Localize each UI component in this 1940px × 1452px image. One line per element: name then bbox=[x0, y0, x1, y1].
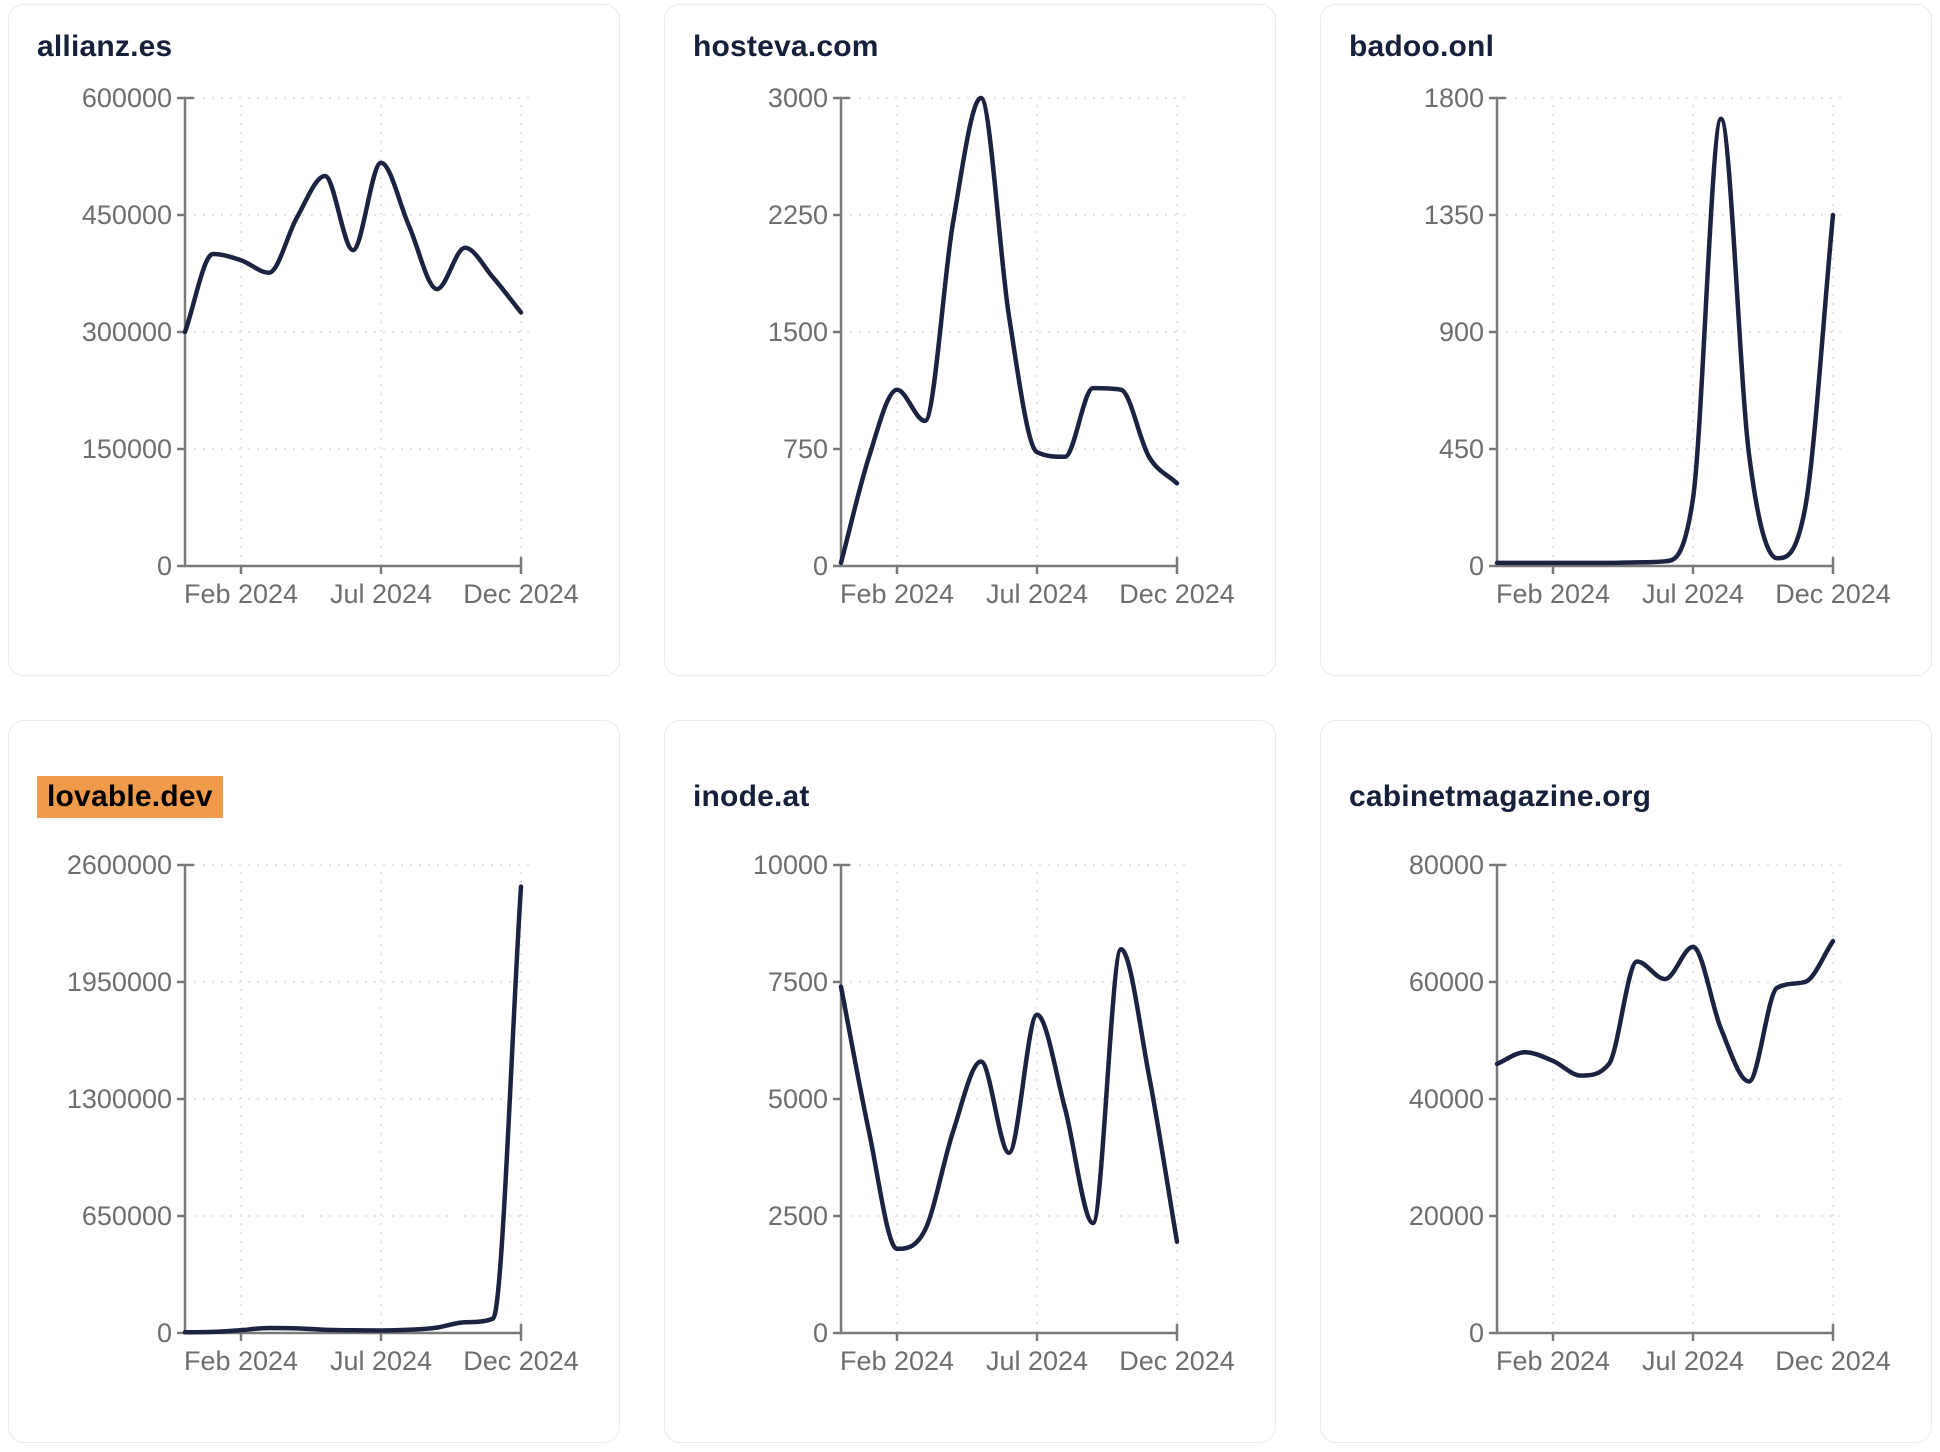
line-chart: 0 450 900 1350 1800 Feb 2024 Jul 2024 Dec 2024 bbox=[1424, 83, 1891, 609]
series-line bbox=[838, 95, 1180, 566]
chart-title-row: inode.at bbox=[693, 779, 1275, 819]
x-axis-tick-label: Jul 2024 bbox=[986, 579, 1088, 609]
line-chart: 0 20000 40000 60000 80000 Feb 2024 Jul 2024 Dec… bbox=[1409, 850, 1891, 1376]
x-axis-tick-label: Dec 2024 bbox=[1775, 579, 1891, 609]
x-axis-tick-label: Feb 2024 bbox=[840, 1346, 954, 1376]
x-axis-tick-label: Dec 2024 bbox=[463, 1346, 579, 1376]
y-axis-tick-label: 150000 bbox=[82, 434, 172, 464]
y-axis-tick-label: 1800 bbox=[1424, 83, 1484, 113]
y-axis-tick-label: 5000 bbox=[768, 1084, 828, 1114]
y-axis-tick-label: 40000 bbox=[1409, 1084, 1484, 1114]
y-axis-tick-label: 2600000 bbox=[67, 850, 172, 880]
y-axis-tick-label: 600000 bbox=[82, 83, 172, 113]
y-axis-tick-label: 650000 bbox=[82, 1201, 172, 1231]
x-axis-tick-label: Dec 2024 bbox=[463, 579, 579, 609]
chart-title: hosteva.com bbox=[693, 30, 879, 63]
y-axis-tick-label: 7500 bbox=[768, 967, 828, 997]
line-chart: 0 2500 5000 7500 10000 Feb 2024 Jul 2024 Dec 20… bbox=[753, 850, 1235, 1376]
y-axis-tick-label: 2250 bbox=[768, 200, 828, 230]
chart-title-row: hosteva.com bbox=[693, 29, 1275, 69]
y-axis-tick-label: 1300000 bbox=[67, 1084, 172, 1114]
chart-card-badoo: badoo.onl 0 450 900 1350 1800 Feb 2024 Jul 202… bbox=[1320, 4, 1932, 676]
y-axis-tick-label: 450 bbox=[1439, 434, 1484, 464]
x-axis-tick-label: Feb 2024 bbox=[1496, 579, 1610, 609]
y-axis-tick-label: 0 bbox=[1469, 551, 1484, 581]
axis-domain bbox=[839, 863, 1179, 1335]
chart-title-row: badoo.onl bbox=[1349, 29, 1931, 69]
x-axis-tick-label: Dec 2024 bbox=[1775, 1346, 1891, 1376]
series-line bbox=[838, 946, 1180, 1252]
x-axis-tick-label: Jul 2024 bbox=[1642, 579, 1744, 609]
y-axis-tick-label: 1950000 bbox=[67, 967, 172, 997]
line-chart: 0 150000 300000 450000 600000 Feb 2024 Jul 202… bbox=[82, 83, 579, 609]
y-axis-tick-label: 450000 bbox=[82, 200, 172, 230]
x-axis-tick-label: Feb 2024 bbox=[184, 1346, 298, 1376]
y-axis-tick-label: 900 bbox=[1439, 317, 1484, 347]
series-line bbox=[1494, 938, 1836, 1084]
y-axis-tick-label: 3000 bbox=[768, 83, 828, 113]
chart-title-row: lovable.dev bbox=[37, 776, 619, 819]
chart-card-lovable: lovable.dev 0 650000 1300000 1950000 2600000… bbox=[8, 720, 620, 1443]
x-axis-tick-label: Jul 2024 bbox=[330, 579, 432, 609]
chart-card-hosteva: hosteva.com 0 750 1500 2250 3000 Feb 2024 Jul … bbox=[664, 4, 1276, 676]
x-axis-tick-label: Feb 2024 bbox=[184, 579, 298, 609]
y-axis-tick-label: 20000 bbox=[1409, 1201, 1484, 1231]
x-axis-tick-label: Jul 2024 bbox=[986, 1346, 1088, 1376]
chart-title: allianz.es bbox=[37, 30, 173, 63]
y-axis-tick-label: 1500 bbox=[768, 317, 828, 347]
y-axis-tick-label: 0 bbox=[1469, 1318, 1484, 1348]
y-axis-tick-label: 0 bbox=[157, 551, 172, 581]
y-axis-tick-label: 2500 bbox=[768, 1201, 828, 1231]
y-axis-tick-label: 1350 bbox=[1424, 200, 1484, 230]
chart-title-highlighted: lovable.dev bbox=[37, 776, 223, 818]
axis-domain bbox=[1495, 863, 1835, 1335]
chart-card-inode: inode.at 0 2500 5000 7500 10000 Feb 2024 Jul 2… bbox=[664, 720, 1276, 1443]
y-axis-tick-label: 0 bbox=[157, 1318, 172, 1348]
chart-card-cabinetmagazine: cabinetmagazine.org 0 20000 40000 60000 8000… bbox=[1320, 720, 1932, 1443]
axis-domain bbox=[183, 96, 523, 568]
axis-domain bbox=[839, 96, 1179, 568]
chart-card-allianz: allianz.es 0 150000 300000 450000 600000 Feb … bbox=[8, 4, 620, 676]
y-axis-tick-label: 300000 bbox=[82, 317, 172, 347]
axis-domain bbox=[183, 863, 523, 1335]
x-axis-tick-label: Dec 2024 bbox=[1119, 1346, 1235, 1376]
chart-title: cabinetmagazine.org bbox=[1349, 780, 1652, 813]
line-chart: 0 650000 1300000 1950000 2600000 Feb 2024 Jul … bbox=[67, 850, 579, 1376]
chart-title: inode.at bbox=[693, 780, 810, 813]
chart-title-row: cabinetmagazine.org bbox=[1349, 779, 1931, 819]
x-axis-tick-label: Feb 2024 bbox=[1496, 1346, 1610, 1376]
y-axis-tick-label: 80000 bbox=[1409, 850, 1484, 880]
y-axis-tick-label: 0 bbox=[813, 551, 828, 581]
series-line bbox=[182, 160, 524, 335]
chart-title-row: allianz.es bbox=[37, 29, 619, 69]
y-axis-tick-label: 750 bbox=[783, 434, 828, 464]
x-axis-tick-label: Feb 2024 bbox=[840, 579, 954, 609]
chart-title: badoo.onl bbox=[1349, 30, 1495, 63]
x-axis-tick-label: Jul 2024 bbox=[330, 1346, 432, 1376]
x-axis-tick-label: Dec 2024 bbox=[1119, 579, 1235, 609]
series-line bbox=[1494, 116, 1836, 566]
axis-domain bbox=[1495, 96, 1835, 568]
series-line bbox=[182, 884, 524, 1335]
y-axis-tick-label: 0 bbox=[813, 1318, 828, 1348]
y-axis-tick-label: 10000 bbox=[753, 850, 828, 880]
y-axis-tick-label: 60000 bbox=[1409, 967, 1484, 997]
line-chart: 0 750 1500 2250 3000 Feb 2024 Jul 2024 Dec 2024 bbox=[768, 83, 1235, 609]
x-axis-tick-label: Jul 2024 bbox=[1642, 1346, 1744, 1376]
